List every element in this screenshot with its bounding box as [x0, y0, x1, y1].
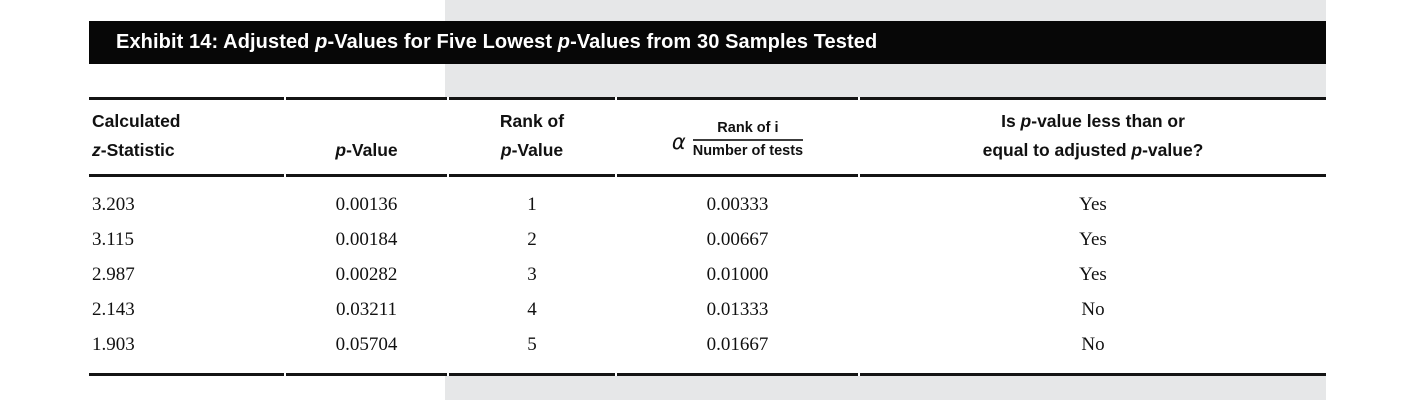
table-cell: Yes — [1079, 194, 1107, 215]
table-cell: 0.00667 — [706, 229, 769, 250]
bottom-rule-segment — [860, 373, 1326, 376]
table-cell: 2.143 — [92, 299, 135, 320]
table-cell: 0.00136 — [335, 194, 398, 215]
header-text: -value? — [1142, 140, 1204, 160]
header-text: -value less than or — [1031, 111, 1185, 131]
header-italic-p: p — [1020, 111, 1032, 131]
title-text: -Values for Five Lowest — [327, 31, 558, 53]
exhibit-table: Calculated z-Statistic p-Value Rank of p… — [89, 97, 1326, 376]
header-italic-p: p — [335, 140, 347, 160]
header-text: -Statistic — [100, 140, 175, 160]
title-italic-p: p — [557, 31, 571, 53]
table-cell: 3.115 — [92, 229, 135, 250]
table-cell: 1.903 — [92, 334, 135, 355]
table-cell: 3.203 — [92, 194, 135, 215]
alpha-symbol: α — [671, 129, 686, 154]
table-cell: 0.03211 — [335, 299, 398, 320]
fraction-denominator: Number of tests — [692, 143, 804, 159]
table-cell: 0.01333 — [706, 299, 769, 320]
table-cell: 0.05704 — [335, 334, 398, 355]
table-cell: 0.01667 — [706, 334, 769, 355]
title-italic-p: p — [315, 31, 328, 53]
header-line: Rank of — [499, 111, 565, 131]
table-cell: 5 — [527, 334, 537, 355]
column-header-adjusted-alpha: α Rank of i Number of tests — [617, 97, 858, 177]
title-text: -Values from 30 Samples Tested — [570, 31, 878, 53]
header-italic-p: p — [500, 140, 512, 160]
exhibit-title: Exhibit 14: Adjusted p-Values for Five L… — [116, 31, 877, 54]
column-header-p-value: p-Value — [286, 97, 447, 177]
table-cell: 2 — [527, 229, 537, 250]
table-cell: 3 — [527, 264, 537, 285]
table-cell: 0.00184 — [335, 229, 398, 250]
table-cell: 2.987 — [92, 264, 135, 285]
header-line: equal to adjusted p-value? — [860, 136, 1326, 165]
table-cell: 4 — [527, 299, 537, 320]
table-cell: 0.01000 — [706, 264, 769, 285]
table-cell: Yes — [1079, 264, 1107, 285]
fraction: Rank of i Number of tests — [692, 120, 804, 160]
table-cell: 1 — [527, 194, 537, 215]
table-cell: 0.00282 — [335, 264, 398, 285]
header-line: Calculated — [92, 111, 181, 131]
header-line: z-Statistic — [92, 136, 284, 165]
table-cell: Yes — [1079, 229, 1107, 250]
header-italic-p: p — [1131, 140, 1143, 160]
header-line: p-Value — [449, 136, 615, 165]
column-header-rank: Rank of p-Value — [449, 97, 615, 177]
header-italic-z: z — [92, 140, 101, 160]
table-cell: No — [1081, 334, 1105, 355]
header-text: -Value — [511, 140, 564, 160]
fraction-numerator: Rank of i — [692, 120, 804, 141]
header-text: Is — [1001, 111, 1021, 131]
header-line: Is p-value less than or — [860, 107, 1326, 136]
header-text: equal to adjusted — [982, 140, 1132, 160]
title-text: Exhibit 14: Adjusted — [116, 31, 316, 53]
table-cell: 0.00333 — [706, 194, 769, 215]
exhibit-title-bar: Exhibit 14: Adjusted p-Values for Five L… — [89, 21, 1326, 64]
header-line: p-Value — [286, 136, 447, 165]
bottom-rule-segment — [617, 373, 858, 376]
bottom-rule-segment — [286, 373, 447, 376]
header-text: -Value — [346, 140, 398, 160]
bottom-rule-segment — [449, 373, 615, 376]
table-cell: No — [1081, 299, 1105, 320]
column-header-comparison: Is p-value less than or equal to adjuste… — [860, 97, 1326, 177]
column-header-z-statistic: Calculated z-Statistic — [89, 97, 284, 177]
bottom-rule-segment — [89, 373, 284, 376]
